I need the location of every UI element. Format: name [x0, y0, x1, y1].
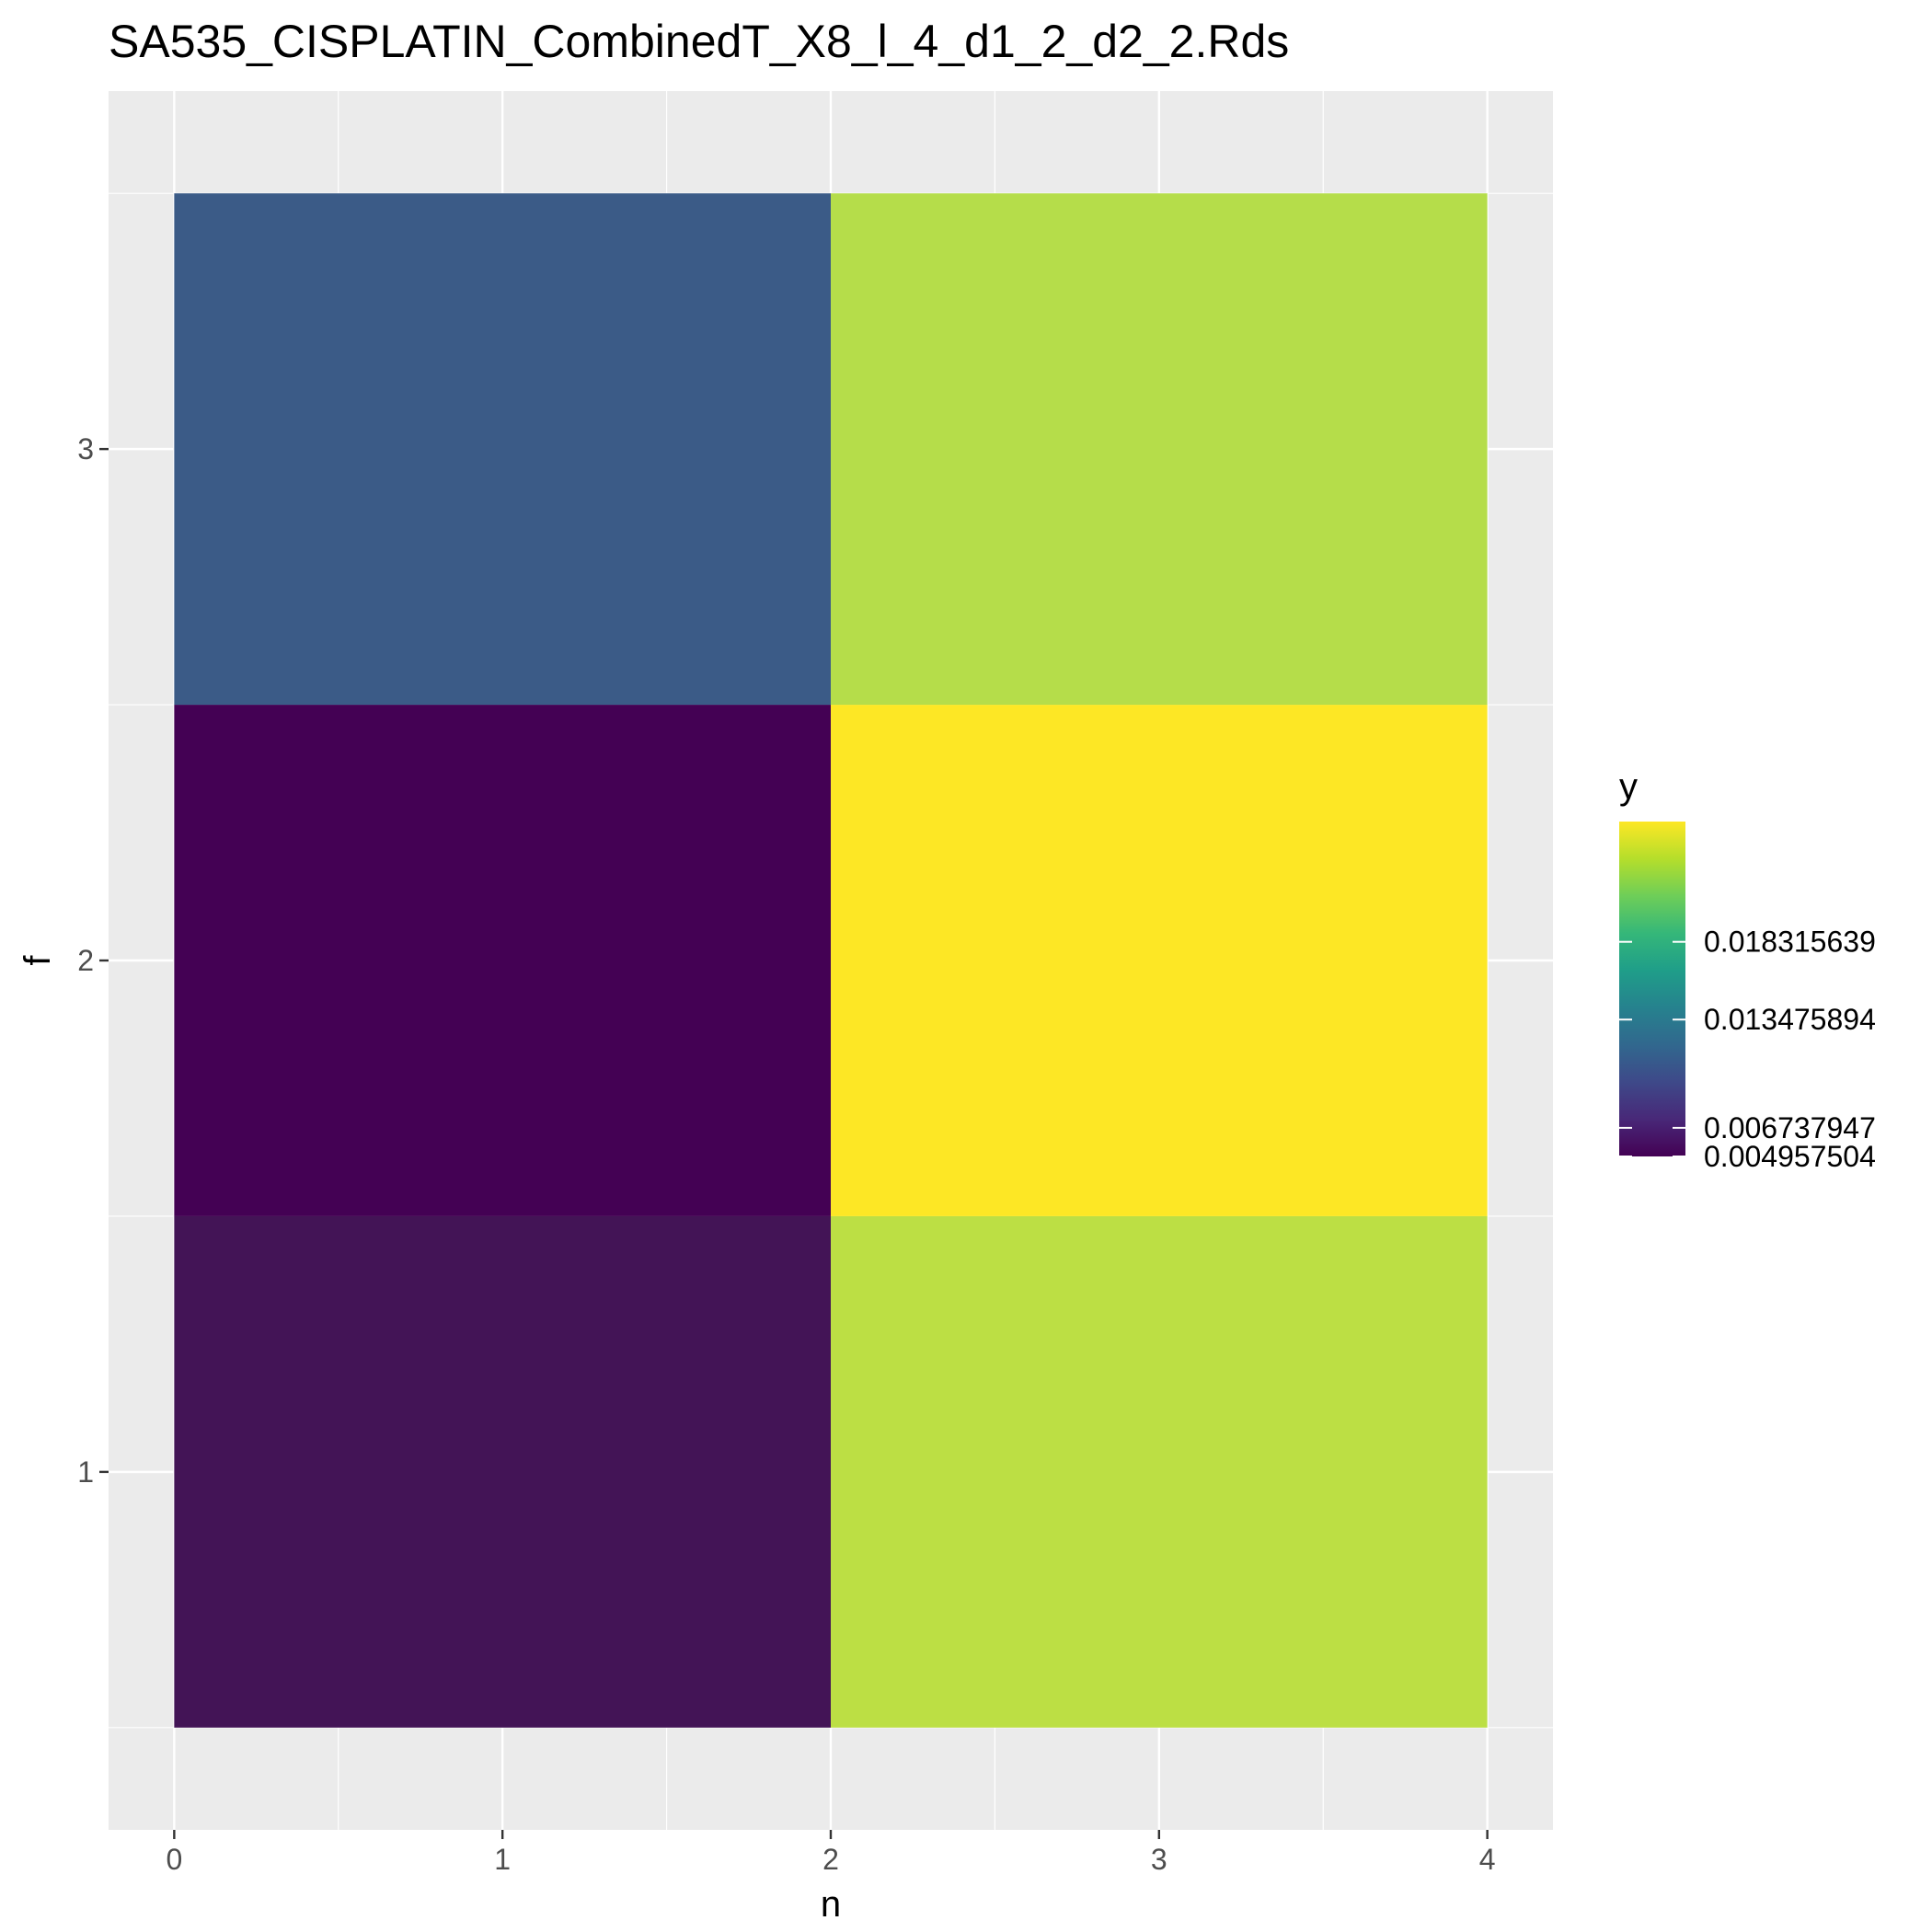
legend-label-0: 0.004957504: [1704, 1140, 1876, 1173]
heatmap-cell-2: [174, 193, 831, 706]
heatmap-cells: [174, 193, 1488, 1728]
heatmap-cell-1: [174, 705, 831, 1216]
legend-label-1: 0.006737947: [1704, 1111, 1876, 1144]
legend-colorbar: [1619, 822, 1685, 1156]
legend-title: y: [1619, 766, 1638, 807]
heatmap-cell-4: [831, 705, 1488, 1216]
chart-title: SA535_CISPLATIN_CombinedT_X8_l_4_d1_2_d2…: [109, 16, 1289, 67]
y-axis-title: f: [17, 955, 58, 966]
heatmap-cell-0: [174, 1215, 831, 1728]
x-tick-label-2: 2: [822, 1843, 839, 1876]
x-tick-label-1: 1: [494, 1843, 511, 1876]
y-tick-label-1: 2: [77, 944, 94, 977]
x-tick-label-0: 0: [166, 1843, 182, 1876]
heatmap-cell-5: [831, 193, 1488, 706]
y-tick-label-0: 1: [77, 1455, 94, 1489]
heatmap-cell-3: [831, 1215, 1488, 1728]
x-tick-label-3: 3: [1151, 1843, 1167, 1876]
axes: 0 1 2 3 4 1 2 3: [77, 432, 1495, 1876]
x-axis-title: n: [821, 1884, 841, 1925]
legend-label-3: 0.018315639: [1704, 926, 1876, 959]
legend-label-2: 0.013475894: [1704, 1003, 1876, 1036]
x-tick-label-4: 4: [1479, 1843, 1496, 1876]
y-tick-label-2: 3: [77, 432, 94, 466]
